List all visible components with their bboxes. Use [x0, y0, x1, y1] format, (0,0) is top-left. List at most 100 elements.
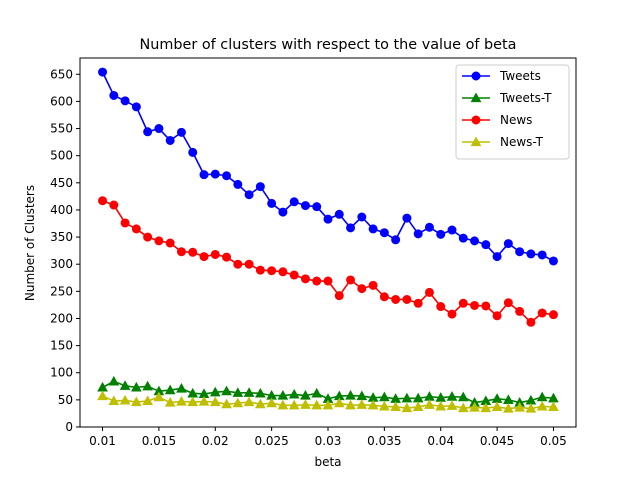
x-tick-label: 0.04 [427, 434, 454, 448]
y-tick-label: 300 [50, 257, 73, 271]
data-point-news-t [412, 401, 424, 412]
data-point-news [503, 298, 513, 308]
data-point-news [402, 294, 412, 304]
data-point-news [436, 302, 446, 312]
data-point-news [188, 247, 198, 257]
data-point-tweets [131, 102, 141, 112]
y-tick-label: 550 [50, 122, 73, 136]
y-tick-label: 50 [58, 393, 73, 407]
data-point-news-t [435, 400, 447, 411]
data-point-news-t [255, 398, 266, 409]
data-point-news-t [119, 394, 131, 405]
data-point-news [379, 292, 389, 302]
data-point-news [210, 249, 220, 259]
legend-label-tweets: Tweets [499, 69, 541, 83]
data-point-news [267, 266, 277, 276]
y-tick-label: 0 [65, 420, 73, 434]
data-point-news [346, 275, 356, 285]
data-point-tweets-t [176, 382, 187, 393]
data-point-tweets [323, 214, 333, 224]
data-point-tweets [537, 250, 547, 260]
y-tick-label: 650 [50, 67, 73, 81]
data-point-tweets [98, 67, 108, 77]
data-point-news [154, 236, 164, 246]
data-point-news-t [243, 396, 255, 407]
data-point-news [368, 280, 378, 290]
data-point-tweets-t [232, 387, 244, 397]
data-point-news-t [108, 395, 120, 406]
legend-label-news: News [500, 113, 532, 127]
data-point-tweets [278, 207, 288, 217]
data-point-news [120, 218, 130, 228]
data-point-news [537, 308, 547, 318]
data-point-news [312, 276, 322, 286]
data-point-news-t [300, 399, 311, 409]
y-tick-label: 100 [50, 366, 73, 380]
data-point-news-t [153, 391, 165, 402]
y-tick-label: 400 [50, 203, 73, 217]
data-point-news [131, 224, 141, 234]
x-tick-label: 0.025 [254, 434, 288, 448]
x-axis-label: beta [314, 455, 341, 469]
data-point-tweets-t [131, 381, 142, 392]
data-point-tweets [165, 135, 175, 145]
data-point-news [413, 298, 423, 308]
data-point-tweets [188, 147, 198, 157]
series-tweets [98, 67, 558, 266]
data-point-news-t [390, 401, 401, 412]
chart-title: Number of clusters with respect to the v… [139, 37, 516, 53]
x-tick-label: 0.035 [367, 434, 401, 448]
data-point-news-t [232, 397, 244, 408]
data-point-tweets-t [446, 391, 458, 401]
data-point-news [98, 196, 108, 206]
legend-marker-news [471, 115, 481, 125]
data-point-tweets [244, 190, 254, 200]
data-point-news [334, 291, 344, 301]
legend-box [455, 64, 570, 160]
data-point-tweets-t [277, 389, 289, 400]
data-point-tweets-t [536, 391, 548, 402]
y-axis-label: Number of Clusters [23, 185, 37, 301]
data-point-news [244, 259, 254, 269]
data-point-tweets [300, 201, 310, 211]
data-point-news [481, 301, 491, 311]
y-tick-label: 500 [50, 149, 73, 163]
data-point-tweets [447, 225, 457, 235]
data-point-tweets-t [300, 389, 311, 400]
data-point-news-t [525, 403, 537, 413]
data-point-news [255, 265, 265, 275]
legend-marker-tweets [471, 71, 481, 81]
data-point-news [323, 276, 333, 286]
data-point-tweets [176, 127, 186, 137]
data-point-news-t [401, 402, 413, 413]
data-point-tweets [210, 169, 220, 179]
data-point-tweets [346, 223, 356, 233]
data-point-tweets [109, 90, 119, 100]
data-point-tweets [458, 233, 468, 243]
data-point-tweets-t [401, 392, 413, 403]
x-tick-label: 0.01 [89, 434, 116, 448]
data-point-news [447, 309, 457, 319]
data-point-news-t [209, 396, 221, 407]
data-point-news [357, 284, 367, 294]
data-point-tweets-t [288, 388, 300, 399]
data-point-news [165, 238, 175, 248]
data-point-news-t [480, 402, 492, 413]
y-tick-label: 250 [50, 284, 73, 298]
y-tick-label: 350 [50, 230, 73, 244]
legend-marker-news-t [470, 136, 482, 147]
data-point-tweets [143, 127, 153, 137]
data-point-news-t [379, 400, 390, 411]
data-point-tweets-t [221, 385, 232, 396]
data-point-news [143, 232, 153, 242]
data-point-tweets-t [243, 387, 255, 397]
data-point-news [289, 270, 299, 280]
data-point-tweets [424, 222, 434, 232]
data-point-news-t [333, 397, 345, 408]
data-point-news [278, 267, 288, 277]
data-point-news-t [176, 395, 187, 406]
data-point-tweets [470, 236, 480, 246]
data-point-tweets [436, 229, 446, 239]
data-point-news-t [164, 397, 176, 407]
data-point-news-t [345, 399, 356, 410]
